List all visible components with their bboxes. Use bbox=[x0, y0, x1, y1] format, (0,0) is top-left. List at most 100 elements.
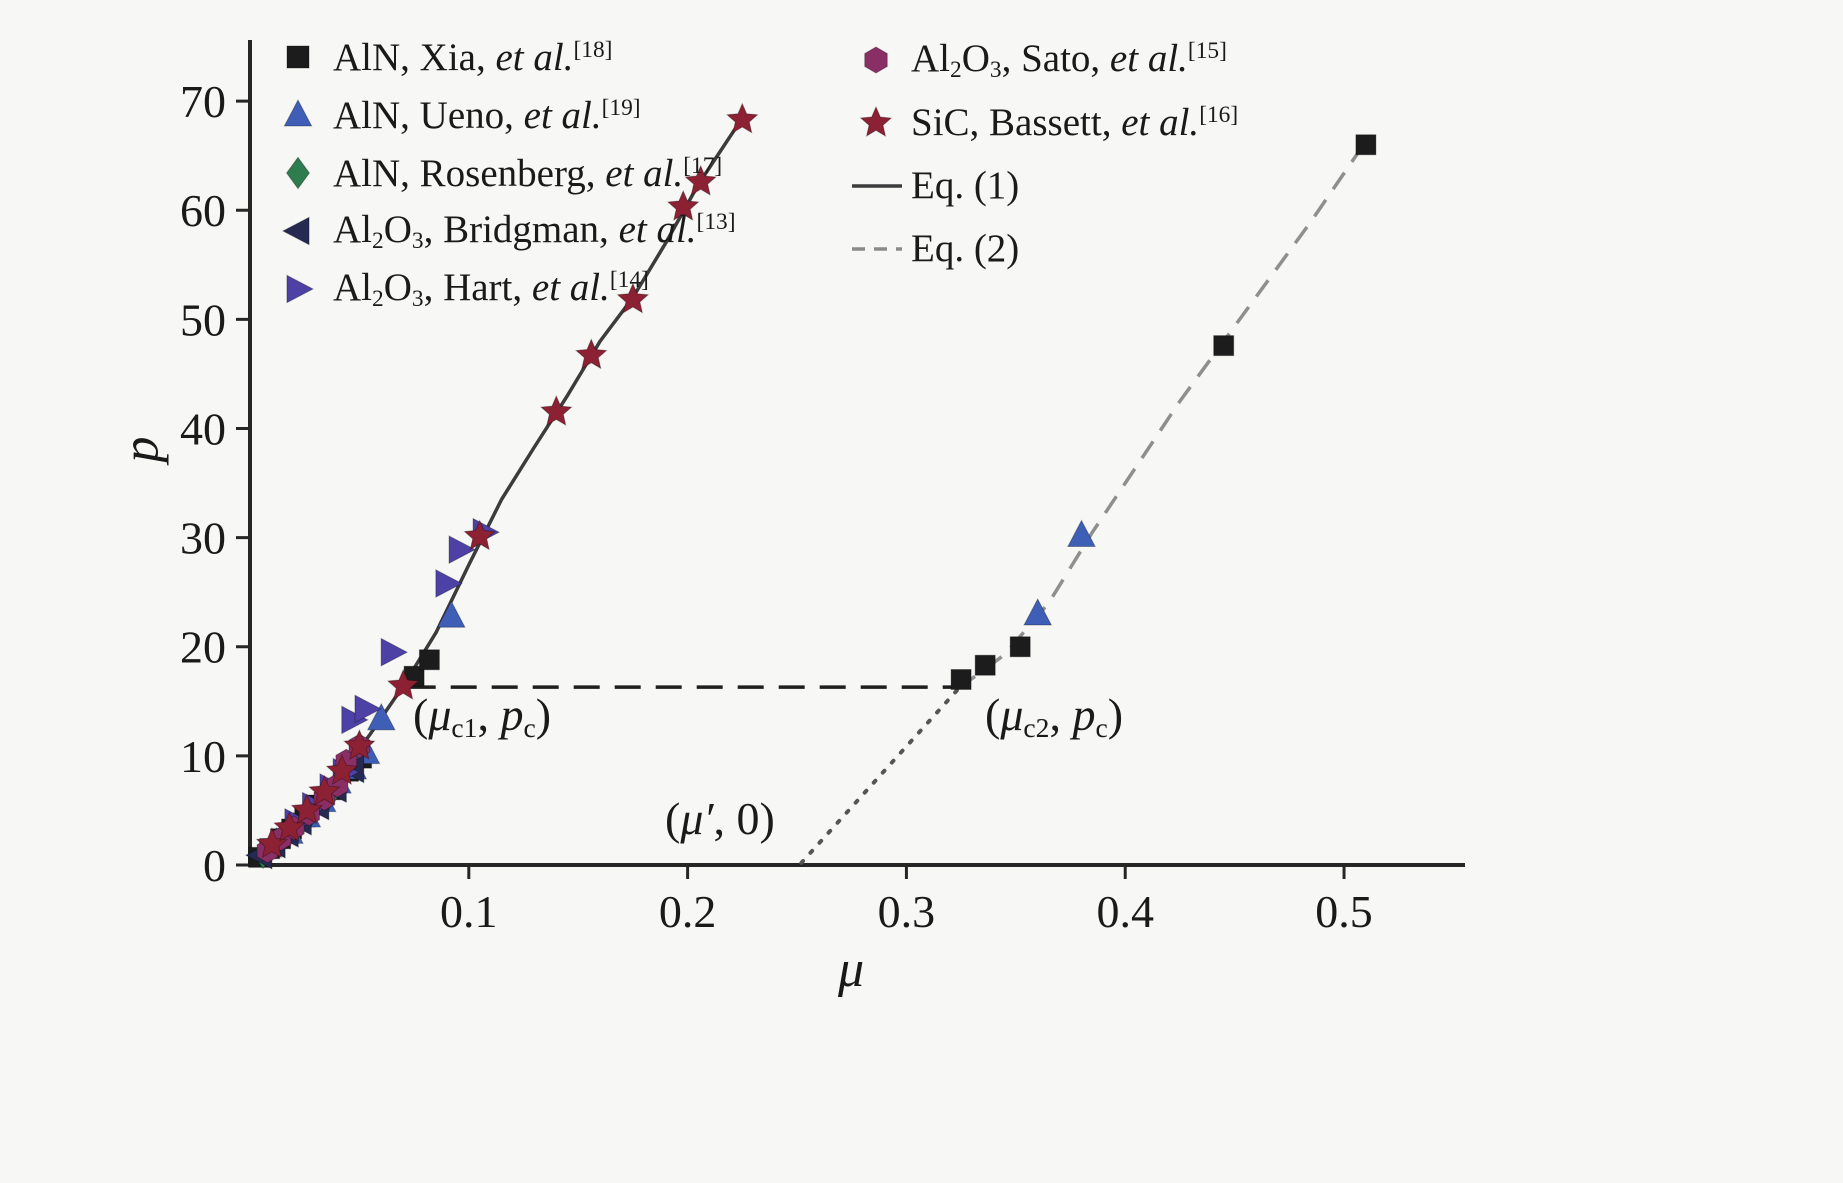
legend-item: AlN, Ueno, et al.[19] bbox=[272, 86, 736, 144]
line-extrapolation-dotted bbox=[799, 686, 961, 865]
legend-marker bbox=[859, 105, 893, 137]
y-tick-label: 40 bbox=[180, 403, 226, 454]
text-segment: p bbox=[500, 689, 524, 740]
legend-label: Al2O3, Hart, et al.[14] bbox=[333, 265, 649, 313]
data-point-square bbox=[1009, 636, 1031, 658]
text-segment: et al. bbox=[1121, 101, 1200, 144]
label-mu-prime-0: (μ′, 0) bbox=[665, 792, 775, 845]
legend-item: AlN, Xia, et al.[18] bbox=[272, 28, 736, 86]
data-point-square bbox=[1355, 134, 1377, 156]
y-tick-label: 10 bbox=[180, 731, 226, 782]
text-segment: , Bridgman, bbox=[423, 208, 619, 252]
legend-marker bbox=[852, 246, 902, 251]
y-axis-label: p bbox=[112, 436, 170, 463]
label-mu-c1-pc: (μc1, pc) bbox=[413, 688, 551, 744]
text-segment: μ′ bbox=[680, 793, 714, 844]
data-point-star bbox=[574, 338, 608, 370]
text-segment: [19] bbox=[601, 94, 641, 121]
text-segment: , bbox=[477, 689, 501, 740]
text-segment: ( bbox=[985, 689, 1001, 740]
legend-label: SiC, Bassett, et al.[16] bbox=[911, 100, 1238, 145]
diamond-icon bbox=[285, 156, 311, 190]
legend-marker bbox=[285, 156, 311, 190]
text-segment: [17] bbox=[683, 152, 723, 179]
y-tick-label: 20 bbox=[180, 622, 226, 673]
legend-item: Al2O3, Bridgman, et al.[13] bbox=[272, 202, 736, 260]
legend-marker bbox=[864, 45, 888, 74]
x-axis-label: μ bbox=[838, 941, 865, 998]
legend-label: AlN, Rosenberg, et al.[17] bbox=[333, 151, 722, 196]
data-point-triangle-up bbox=[366, 702, 396, 731]
text-segment: et al. bbox=[618, 208, 697, 252]
text-segment: ) bbox=[535, 689, 552, 740]
x-tick-label: 0.1 bbox=[440, 886, 498, 937]
text-segment: [14] bbox=[609, 267, 649, 294]
data-point-star bbox=[684, 164, 718, 196]
data-point-star bbox=[386, 668, 420, 700]
y-tick-label: 0 bbox=[203, 840, 226, 891]
legend-marker bbox=[281, 216, 310, 246]
data-point-star bbox=[725, 102, 759, 134]
text-segment: SiC, Bassett, bbox=[911, 101, 1122, 144]
text-segment: , Sato, bbox=[1001, 36, 1110, 80]
legend-item: Al2O3, Hart, et al.[14] bbox=[272, 260, 736, 318]
text-segment: [18] bbox=[573, 36, 613, 63]
y-tick-label: 30 bbox=[180, 513, 226, 564]
legend-marker bbox=[286, 274, 315, 304]
text-segment: , Hart, bbox=[423, 266, 532, 310]
text-segment: O bbox=[383, 208, 412, 252]
data-point-star bbox=[539, 394, 573, 427]
data-point-star bbox=[272, 810, 306, 842]
text-segment: 2 bbox=[372, 285, 384, 312]
text-segment: ) bbox=[1107, 689, 1124, 740]
data-point-triangle-right bbox=[448, 535, 477, 565]
data-point-triangle-up bbox=[436, 600, 466, 628]
data-point-triangle-up bbox=[1067, 519, 1096, 547]
legend-item: Eq. (2) bbox=[850, 217, 1238, 280]
text-segment: et al. bbox=[495, 35, 574, 79]
text-segment: c bbox=[1095, 711, 1108, 743]
triangle-right-icon bbox=[286, 274, 315, 304]
legend-right: Al2O3, Sato, et al.[15] SiC, Bassett, et … bbox=[850, 28, 1238, 280]
data-point-triangle-right bbox=[435, 569, 463, 598]
data-point-triangle-up bbox=[1023, 597, 1053, 626]
text-segment: Al bbox=[911, 36, 950, 80]
triangle-up-icon bbox=[283, 98, 313, 127]
legend-label: AlN, Xia, et al.[18] bbox=[333, 35, 612, 80]
legend-marker bbox=[283, 98, 313, 127]
legend-label: AlN, Ueno, et al.[19] bbox=[333, 93, 641, 138]
star-icon bbox=[859, 105, 893, 137]
text-segment: p bbox=[1072, 689, 1096, 740]
text-segment: ( bbox=[413, 689, 429, 740]
data-point-square bbox=[974, 654, 996, 676]
text-segment: AlN, Rosenberg, bbox=[333, 151, 606, 195]
data-point-triangle-right bbox=[380, 637, 409, 667]
legend-left: AlN, Xia, et al.[18] AlN, Ueno, et al.[19… bbox=[272, 28, 736, 318]
triangle-left-icon bbox=[281, 216, 310, 246]
text-segment: μ bbox=[428, 689, 452, 740]
text-segment: et al. bbox=[605, 151, 684, 195]
text-segment: 2 bbox=[372, 227, 384, 254]
text-segment: , 0) bbox=[713, 793, 775, 844]
text-segment: AlN, Xia, bbox=[333, 35, 496, 79]
x-tick-label: 0.2 bbox=[659, 886, 717, 937]
legend-item: AlN, Rosenberg, et al.[17] bbox=[272, 144, 736, 202]
hexagon-icon bbox=[864, 45, 888, 74]
legend-item: Eq. (1) bbox=[850, 154, 1238, 217]
data-point-star bbox=[616, 282, 650, 314]
data-point-square bbox=[1213, 335, 1235, 357]
data-point-star bbox=[325, 753, 359, 786]
text-segment: Eq. (1) bbox=[911, 164, 1020, 207]
y-tick-label: 50 bbox=[180, 294, 226, 345]
legend-label: Al2O3, Sato, et al.[15] bbox=[911, 36, 1227, 84]
text-segment: [15] bbox=[1187, 37, 1227, 64]
legend-label: Al2O3, Bridgman, et al.[13] bbox=[333, 207, 736, 255]
text-segment: 3 bbox=[411, 227, 424, 254]
text-segment: O bbox=[383, 266, 412, 310]
text-segment: Eq. (2) bbox=[911, 227, 1020, 270]
x-tick-label: 0.3 bbox=[878, 886, 936, 937]
legend-item: SiC, Bassett, et al.[16] bbox=[850, 91, 1238, 154]
text-segment: et al. bbox=[523, 93, 602, 137]
